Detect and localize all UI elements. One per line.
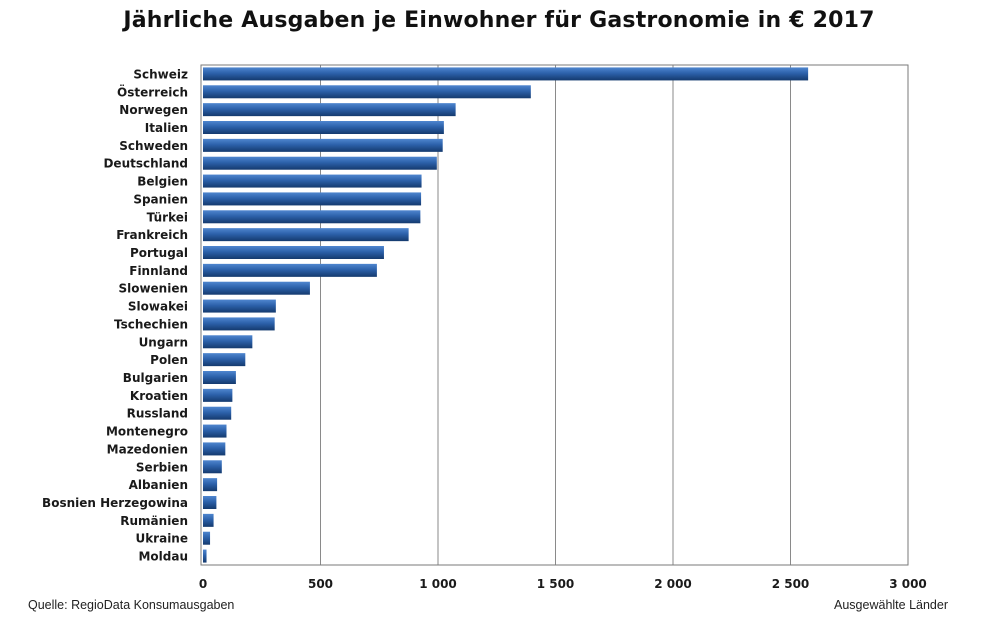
x-tick-label: 3 000 xyxy=(889,577,927,591)
bar xyxy=(203,156,437,170)
bar xyxy=(203,353,246,367)
chart-title: Jährliche Ausgaben je Einwohner für Gast… xyxy=(123,8,875,33)
category-label: Finnland xyxy=(129,264,188,278)
bar xyxy=(203,478,218,492)
category-label: Polen xyxy=(150,353,188,367)
category-label: Moldau xyxy=(138,550,188,564)
category-label: Tschechien xyxy=(114,317,188,331)
source-note: Quelle: RegioData Konsumausgaben xyxy=(28,598,235,612)
category-label: Ukraine xyxy=(135,532,188,546)
bar xyxy=(203,85,531,99)
bar xyxy=(203,246,384,259)
selection-note: Ausgewählte Länder xyxy=(834,598,948,612)
x-tick-label: 1 500 xyxy=(537,577,575,591)
x-tick-label: 2 000 xyxy=(654,577,692,591)
category-label: Norwegen xyxy=(119,103,188,117)
category-label: Türkei xyxy=(147,210,188,224)
category-label: Italien xyxy=(145,121,188,135)
category-label: Spanien xyxy=(133,192,188,206)
bar xyxy=(203,513,214,527)
bar xyxy=(203,228,409,242)
x-axis-tick-labels: 0 500 1 000 1 500 2 000 2 500 3 000 xyxy=(199,577,927,591)
category-label: Montenegro xyxy=(106,425,188,439)
x-tick-label: 1 000 xyxy=(419,577,457,591)
category-label: Rumänien xyxy=(120,514,188,528)
x-tick-label: 0 xyxy=(199,577,207,591)
bar xyxy=(203,317,275,331)
category-label: Österreich xyxy=(117,84,188,99)
category-label: Slowenien xyxy=(118,282,188,296)
bar xyxy=(203,496,217,509)
category-label: Frankreich xyxy=(116,228,188,242)
bar xyxy=(203,460,222,474)
x-tick-label: 2 500 xyxy=(772,577,810,591)
bar xyxy=(203,281,310,295)
bar xyxy=(203,67,809,81)
bar xyxy=(203,335,253,349)
category-label: Kroatien xyxy=(130,389,188,403)
category-label: Schweden xyxy=(119,139,188,153)
bar xyxy=(203,192,422,206)
bar xyxy=(203,138,443,152)
category-label: Mazedonien xyxy=(107,442,188,456)
category-label: Portugal xyxy=(130,246,188,260)
bar xyxy=(203,121,444,134)
category-label: Bulgarien xyxy=(123,371,188,385)
category-label: Russland xyxy=(127,407,188,421)
category-label: Belgien xyxy=(137,175,188,189)
category-label: Schweiz xyxy=(133,67,188,81)
bar xyxy=(203,442,226,456)
x-tick-label: 500 xyxy=(308,577,333,591)
bar xyxy=(203,388,233,402)
category-label: Deutschland xyxy=(103,157,188,171)
category-label: Albanien xyxy=(129,478,188,492)
bar xyxy=(203,406,232,420)
category-labels: Schweiz Österreich Norwegen Italien Schweden… xyxy=(42,67,188,563)
category-label: Bosnien Herzegowina xyxy=(42,496,188,510)
bar xyxy=(203,424,227,438)
category-label: Serbien xyxy=(136,460,188,474)
bar xyxy=(203,531,211,545)
bar xyxy=(203,210,421,224)
category-label: Slowakei xyxy=(128,300,188,314)
bar xyxy=(203,371,236,384)
bar xyxy=(203,263,377,277)
bar xyxy=(203,299,276,313)
bar xyxy=(203,549,207,563)
category-label: Ungarn xyxy=(139,335,188,349)
bar xyxy=(203,103,456,117)
bars xyxy=(203,67,809,563)
plot-frame xyxy=(200,64,909,566)
bar xyxy=(203,174,422,188)
